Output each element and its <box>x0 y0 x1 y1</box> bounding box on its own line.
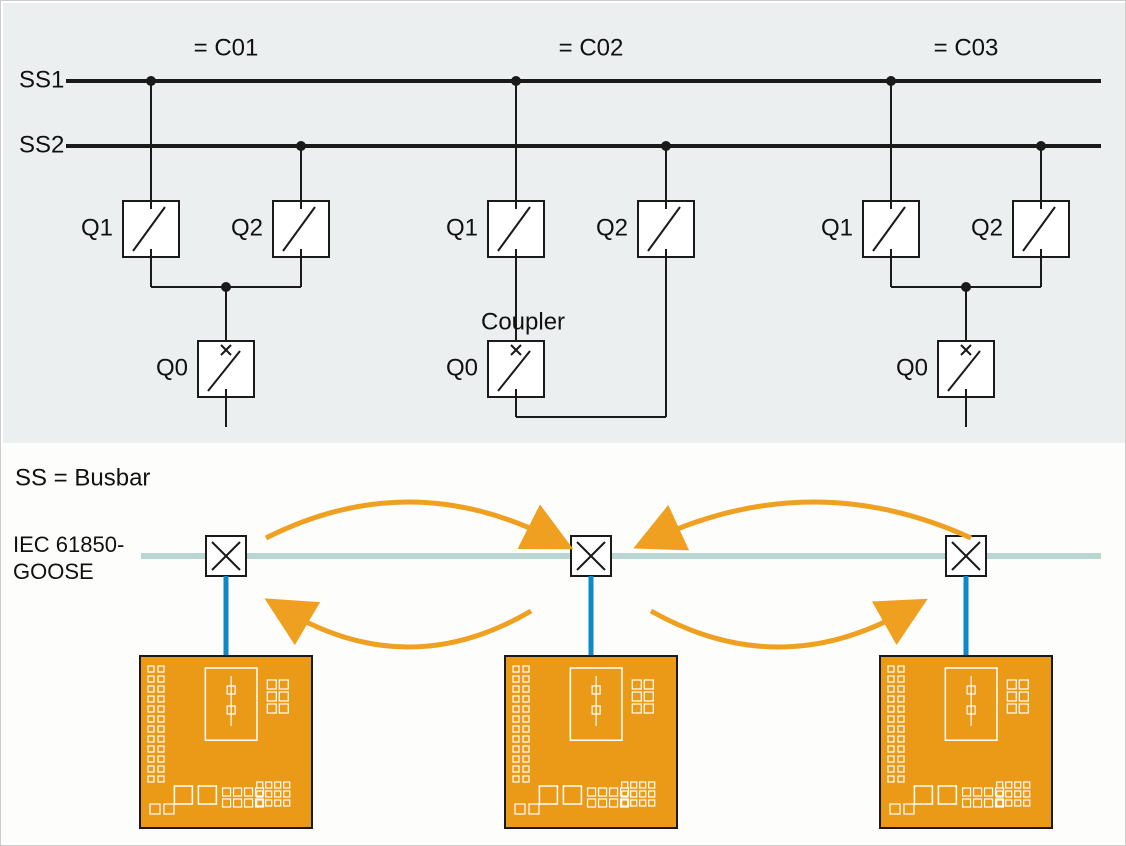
svg-text:Q1: Q1 <box>446 214 478 241</box>
svg-text:Q0: Q0 <box>446 354 478 381</box>
bay-title: = C01 <box>194 34 259 61</box>
protection-device <box>140 656 312 828</box>
label-iec-2: GOOSE <box>13 559 94 584</box>
svg-text:Q0: Q0 <box>156 354 188 381</box>
svg-text:Q1: Q1 <box>821 214 853 241</box>
label-coupler: Coupler <box>481 308 565 335</box>
svg-text:Q2: Q2 <box>231 214 263 241</box>
label-ss2: SS2 <box>19 131 64 158</box>
bay-title: = C03 <box>934 34 999 61</box>
svg-text:Q0: Q0 <box>896 354 928 381</box>
bay-title: = C02 <box>559 34 624 61</box>
protection-device <box>880 656 1052 828</box>
svg-text:Q2: Q2 <box>971 214 1003 241</box>
label-iec-1: IEC 61850- <box>13 532 124 557</box>
label-ss-busbar: SS = Busbar <box>15 464 150 491</box>
svg-text:Q1: Q1 <box>81 214 113 241</box>
svg-text:Q2: Q2 <box>596 214 628 241</box>
label-ss1: SS1 <box>19 66 64 93</box>
protection-device <box>505 656 677 828</box>
